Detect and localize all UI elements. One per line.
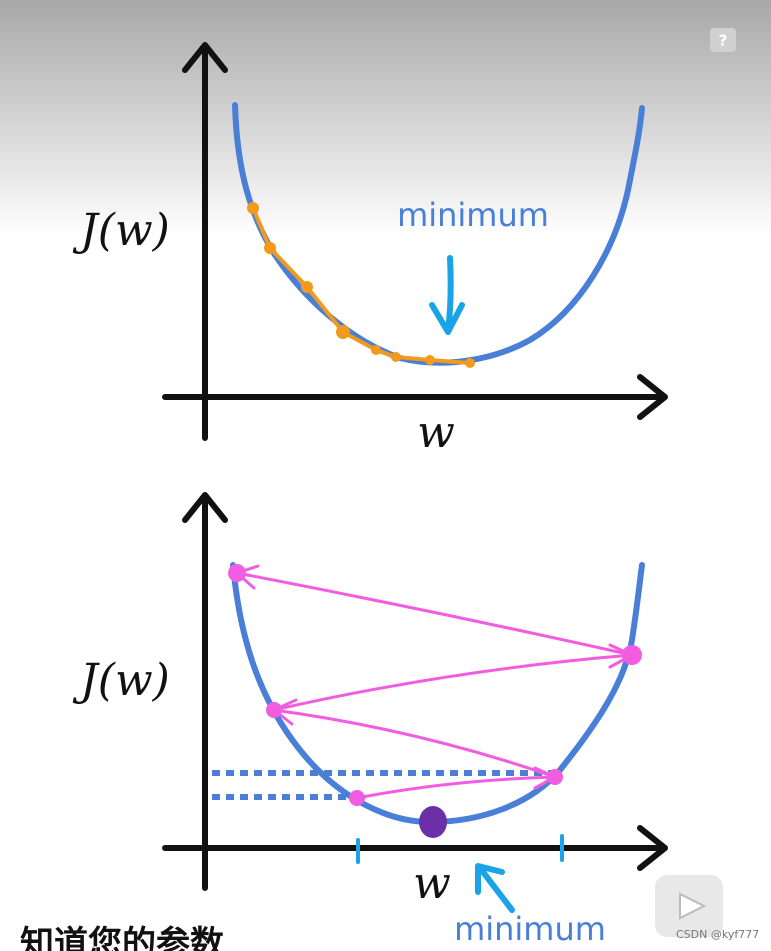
x-axis-label: w xyxy=(417,407,455,458)
help-icon[interactable]: ? xyxy=(719,32,728,50)
w-ticks xyxy=(356,834,564,864)
minimum-arrow xyxy=(475,863,515,913)
y-axis xyxy=(182,42,228,441)
watermark: CSDN @kyf777 xyxy=(676,928,759,941)
x-axis xyxy=(162,374,668,420)
y-axis xyxy=(182,492,228,891)
annotation: minimum xyxy=(397,196,549,234)
x-axis-label: w xyxy=(413,858,451,909)
minimum-point xyxy=(419,806,447,838)
step-points xyxy=(228,564,642,806)
step-points xyxy=(247,202,475,368)
annotation: minimum xyxy=(454,910,606,948)
help-button[interactable] xyxy=(710,28,736,52)
subtitle: 知道您的参数 xyxy=(20,924,224,951)
play-icon[interactable] xyxy=(679,892,707,920)
y-axis-label: J(w) xyxy=(72,205,170,256)
top-panel xyxy=(162,42,668,441)
dotted-levels xyxy=(212,770,555,800)
gradient-steps xyxy=(251,206,472,365)
x-axis xyxy=(162,825,668,871)
minimum-arrow xyxy=(429,255,465,335)
y-axis-label: J(w) xyxy=(72,655,170,706)
bottom-panel xyxy=(162,492,668,913)
